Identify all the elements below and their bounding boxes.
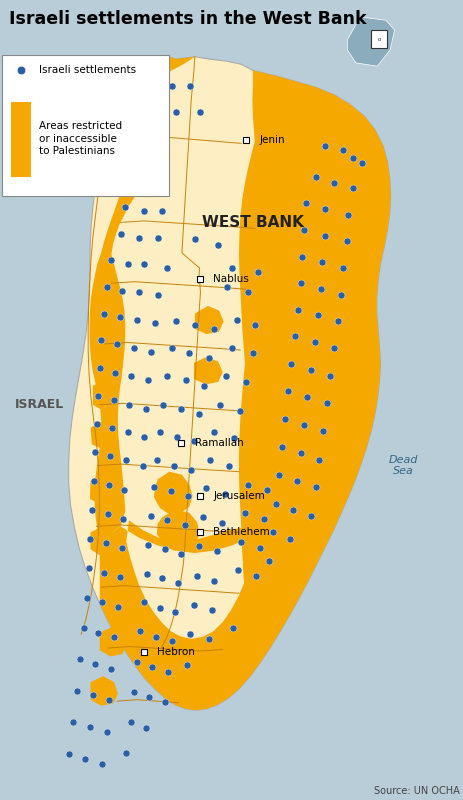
Polygon shape bbox=[194, 357, 222, 384]
Text: ISRAEL: ISRAEL bbox=[15, 398, 64, 411]
Text: Israeli settlements: Israeli settlements bbox=[39, 66, 136, 75]
Text: WEST BANK: WEST BANK bbox=[201, 215, 303, 230]
Text: Jenin: Jenin bbox=[259, 135, 285, 146]
Polygon shape bbox=[346, 17, 394, 66]
Polygon shape bbox=[156, 510, 199, 550]
Polygon shape bbox=[100, 626, 127, 656]
Polygon shape bbox=[100, 520, 259, 710]
Polygon shape bbox=[103, 578, 130, 607]
Polygon shape bbox=[90, 676, 118, 706]
Polygon shape bbox=[287, 201, 314, 229]
Polygon shape bbox=[90, 422, 117, 449]
Polygon shape bbox=[287, 155, 316, 183]
Polygon shape bbox=[93, 322, 117, 352]
FancyBboxPatch shape bbox=[2, 55, 169, 196]
Text: o: o bbox=[376, 37, 380, 42]
Polygon shape bbox=[93, 381, 118, 410]
Text: Dead
Sea: Dead Sea bbox=[388, 454, 418, 477]
Text: Bethlehem: Bethlehem bbox=[213, 527, 269, 538]
Text: Ramallah: Ramallah bbox=[194, 438, 243, 448]
Text: Hebron: Hebron bbox=[156, 646, 194, 657]
Polygon shape bbox=[238, 70, 390, 663]
Polygon shape bbox=[286, 246, 313, 274]
Polygon shape bbox=[90, 526, 116, 555]
Text: Areas restricted
or inaccessible
to Palestinians: Areas restricted or inaccessible to Pale… bbox=[39, 122, 122, 156]
Text: Nablus: Nablus bbox=[213, 274, 249, 284]
Polygon shape bbox=[154, 472, 192, 514]
Text: Jerusalem: Jerusalem bbox=[213, 491, 265, 501]
Polygon shape bbox=[69, 55, 390, 710]
Polygon shape bbox=[194, 306, 223, 334]
Bar bbox=[370, 30, 386, 49]
Text: Israeli settlements in the West Bank: Israeli settlements in the West Bank bbox=[9, 10, 366, 28]
FancyBboxPatch shape bbox=[11, 102, 31, 177]
Text: Source: UN OCHA: Source: UN OCHA bbox=[373, 786, 458, 796]
Polygon shape bbox=[89, 55, 194, 542]
Polygon shape bbox=[90, 474, 115, 504]
